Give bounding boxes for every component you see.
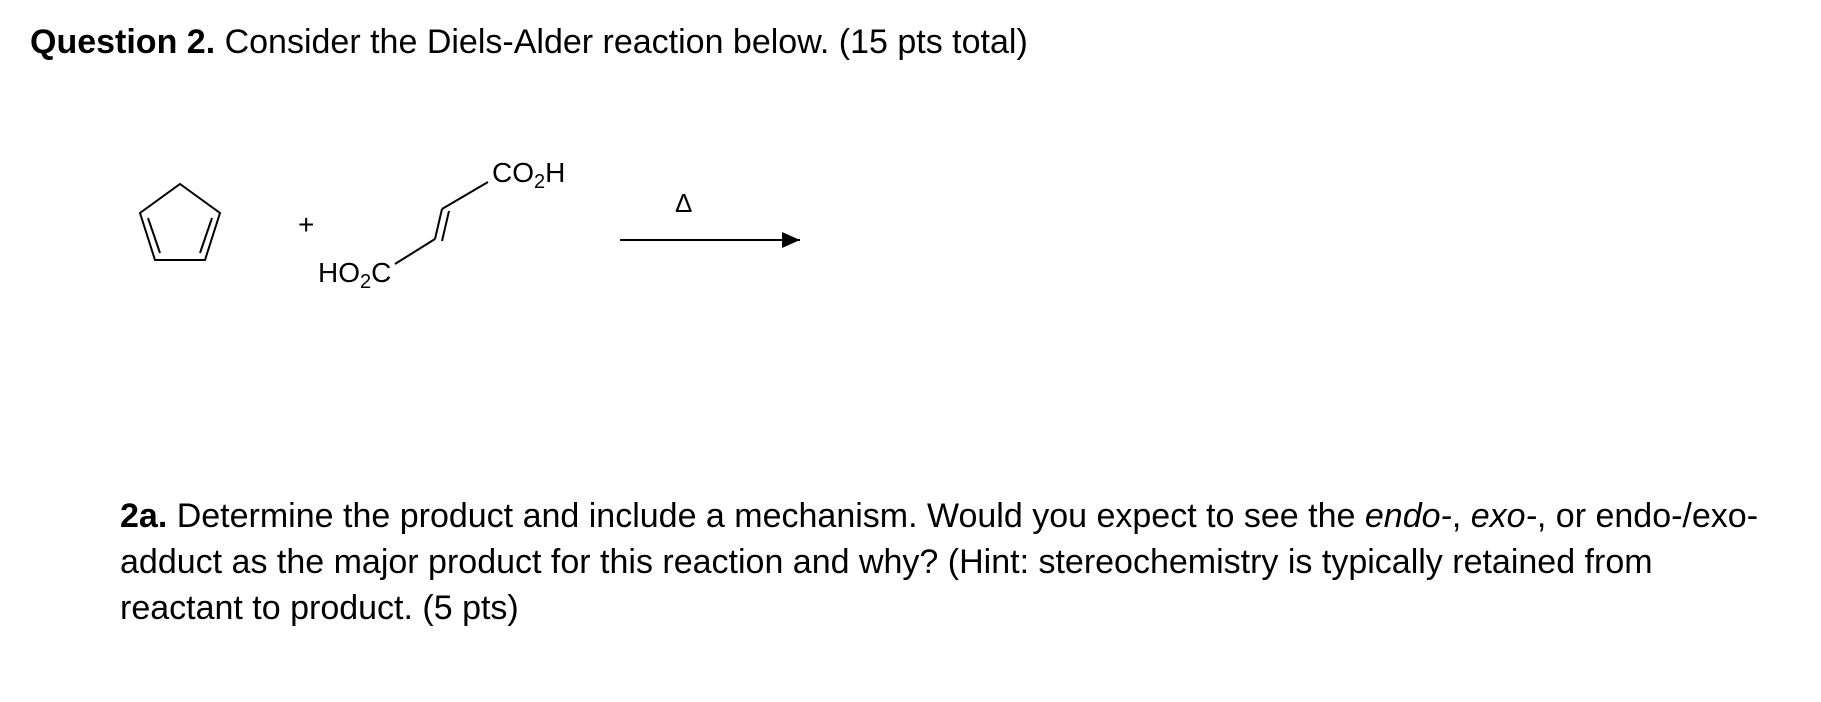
ho2c-bottom-label: HO2C xyxy=(318,257,391,293)
comma-1: , xyxy=(1452,497,1471,535)
co2h-top-label: CO2H xyxy=(492,157,565,193)
exo-term: exo- xyxy=(1471,497,1537,535)
question-prompt: Consider the Diels-Alder reaction below.… xyxy=(225,23,1028,61)
delta-symbol: Δ xyxy=(675,188,692,218)
reaction-arrow-icon xyxy=(620,232,800,248)
subquestion-label: 2a. xyxy=(120,497,167,535)
endo-term: endo- xyxy=(1365,497,1452,535)
question-label: Question 2. xyxy=(30,23,215,61)
subquestion-text-1: Determine the product and include a mech… xyxy=(177,497,1365,535)
reaction-svg: + CO2H HO2C Δ xyxy=(120,154,920,334)
cyclopentadiene-icon xyxy=(140,184,220,260)
question-title: Question 2. Consider the Diels-Alder rea… xyxy=(30,20,1791,64)
subquestion-2a: 2a. Determine the product and include a … xyxy=(120,494,1760,632)
reaction-scheme: + CO2H HO2C Δ xyxy=(120,154,1791,334)
plus-sign: + xyxy=(298,209,314,240)
dienophile-icon xyxy=(395,182,488,264)
